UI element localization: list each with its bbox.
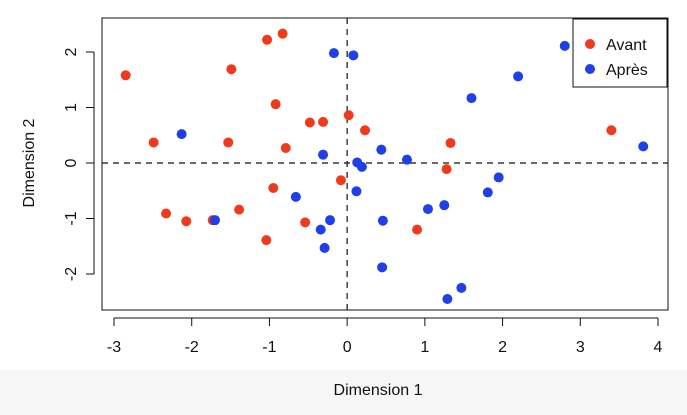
y-tick-label: 2 [63,47,80,56]
y-axis: -2 -1 0 1 2 [63,47,95,281]
point-avant [280,143,291,154]
y-tick-label: -1 [63,211,80,225]
point-avant [181,216,192,227]
point-apres [318,149,329,160]
x-tick-label: -2 [185,339,199,356]
x-axis: -3 -2 -1 0 1 2 3 4 [107,317,663,356]
point-apres [290,191,301,202]
x-tick-label: 4 [654,339,663,356]
point-apres [638,141,649,152]
x-tick-label: 1 [420,339,429,356]
point-avant [318,116,329,127]
y-tick-label: -2 [63,267,80,281]
bottom-band [0,370,687,415]
point-apres [176,129,187,140]
point-avant [268,182,279,193]
point-avant [223,137,234,148]
point-avant [161,208,172,219]
legend-label: Avant [606,37,647,54]
x-tick-label: 2 [498,339,507,356]
point-apres [319,242,330,253]
point-apres [210,215,221,226]
point-avant [606,125,617,136]
y-tick-label: 1 [63,103,80,112]
point-avant [360,125,371,136]
point-avant [148,137,159,148]
x-tick-label: -1 [262,339,276,356]
point-apres [351,186,362,197]
point-avant [441,164,452,175]
legend-label: Après [606,62,648,79]
point-apres [377,215,388,226]
point-avant [445,138,456,149]
point-apres [325,215,336,226]
point-apres [328,48,339,59]
x-axis-label: Dimension 1 [334,382,423,399]
point-apres [401,154,412,165]
plot-frame-group [101,17,669,311]
point-avant [277,28,288,39]
point-apres [493,172,504,183]
point-apres [466,93,477,104]
point-avant [335,175,346,186]
point-apres [377,262,388,273]
point-avant [412,224,423,235]
point-apres [456,282,467,293]
legend-box [572,18,668,88]
point-avant [262,34,273,45]
point-apres [356,161,367,172]
legend-marker [585,64,595,74]
point-avant [304,117,315,128]
point-apres [439,200,450,211]
x-tick-label: -3 [107,339,121,356]
point-apres [559,40,570,51]
point-apres [348,50,359,61]
point-avant [226,64,237,75]
legend-marker [585,39,595,49]
data-points [120,28,649,304]
point-apres [442,293,453,304]
point-avant [300,217,311,228]
point-avant [234,204,245,215]
point-avant [120,70,131,81]
point-apres [482,187,493,198]
y-tick-label: 0 [63,158,80,167]
x-tick-label: 0 [343,339,352,356]
point-apres [513,71,524,82]
point-apres [315,224,326,235]
legend: Avant Après [572,18,668,88]
x-tick-label: 3 [576,339,585,356]
point-avant [270,99,281,110]
plot-frame [101,17,669,311]
point-avant [261,235,272,246]
point-apres [422,204,433,215]
reference-lines [102,18,668,310]
point-apres [376,144,387,155]
y-axis-label: Dimension 2 [21,118,38,207]
point-avant [343,110,354,121]
